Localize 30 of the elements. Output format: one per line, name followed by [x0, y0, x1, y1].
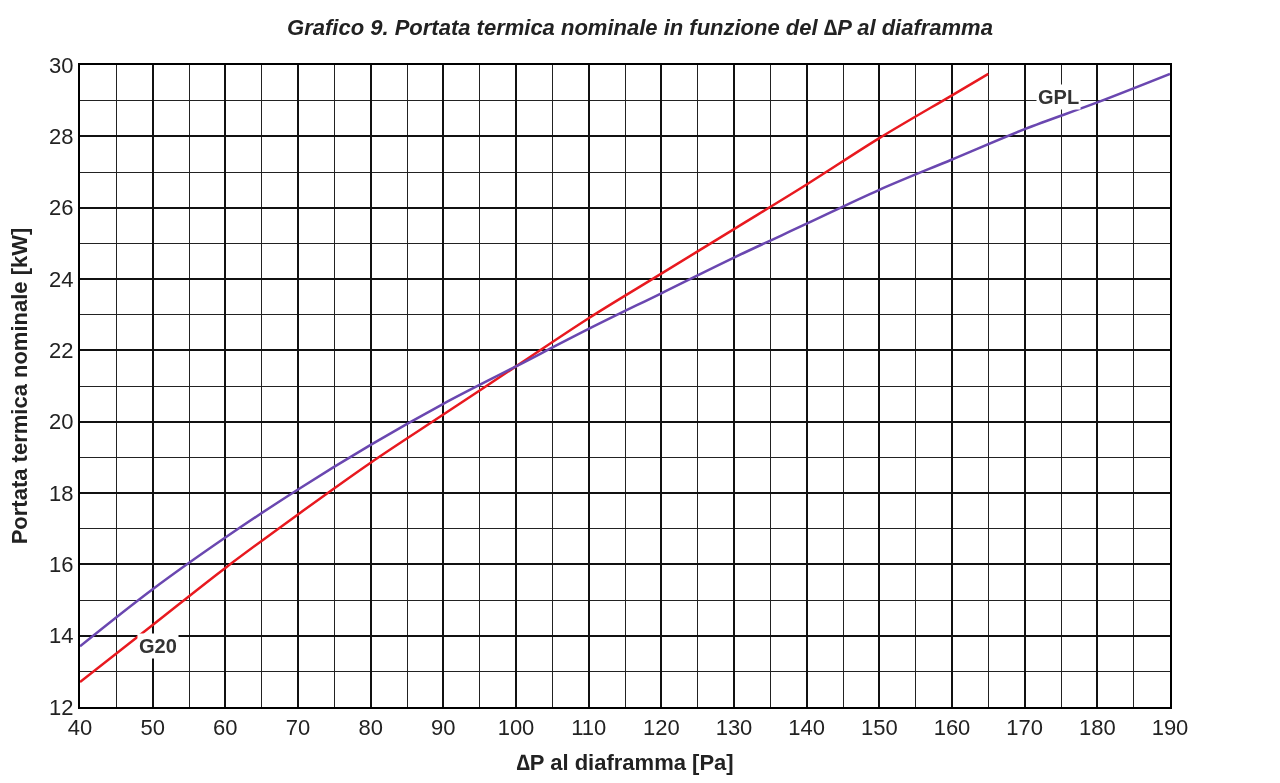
- x-tick-label: 100: [497, 715, 535, 741]
- y-tick-label: 16: [49, 552, 74, 578]
- x-tick-label: 70: [285, 715, 311, 741]
- y-tick-label: 20: [49, 409, 74, 435]
- chart-title: Grafico 9. Portata termica nominale in funzione del ∆P al diaframma: [287, 14, 993, 40]
- x-tick-label: 80: [358, 715, 383, 741]
- x-tick-label: 140: [788, 715, 826, 741]
- y-tick-label: 18: [49, 480, 74, 506]
- line-series: [80, 72, 990, 684]
- x-tick-label: 130: [715, 715, 753, 741]
- x-tick-label: 180: [1078, 715, 1116, 741]
- x-tick-label: 150: [860, 715, 898, 741]
- x-tick-label: 50: [140, 715, 165, 741]
- y-axis-title: Portata termica nominale [kW]: [7, 227, 33, 545]
- x-tick-label: 120: [642, 715, 680, 741]
- x-tick-label: 90: [431, 715, 456, 741]
- y-tick-label: 26: [49, 195, 74, 221]
- y-tick-label: 30: [49, 52, 74, 78]
- y-tick-label: 24: [49, 266, 74, 292]
- annotation: GPL: [1038, 86, 1080, 108]
- y-tick-label: 28: [49, 124, 74, 150]
- y-tick-label: 22: [49, 338, 74, 364]
- annotation: G20: [139, 635, 177, 657]
- x-tick-label: 110: [571, 715, 607, 741]
- x-tick-label: 190: [1151, 715, 1189, 741]
- x-tick-label: 60: [213, 715, 238, 741]
- x-tick-label: 160: [933, 715, 971, 741]
- x-axis-title: ∆P al diaframma [Pa]: [516, 749, 734, 775]
- x-tick-label: 170: [1006, 715, 1044, 741]
- y-tick-label: 14: [49, 623, 74, 649]
